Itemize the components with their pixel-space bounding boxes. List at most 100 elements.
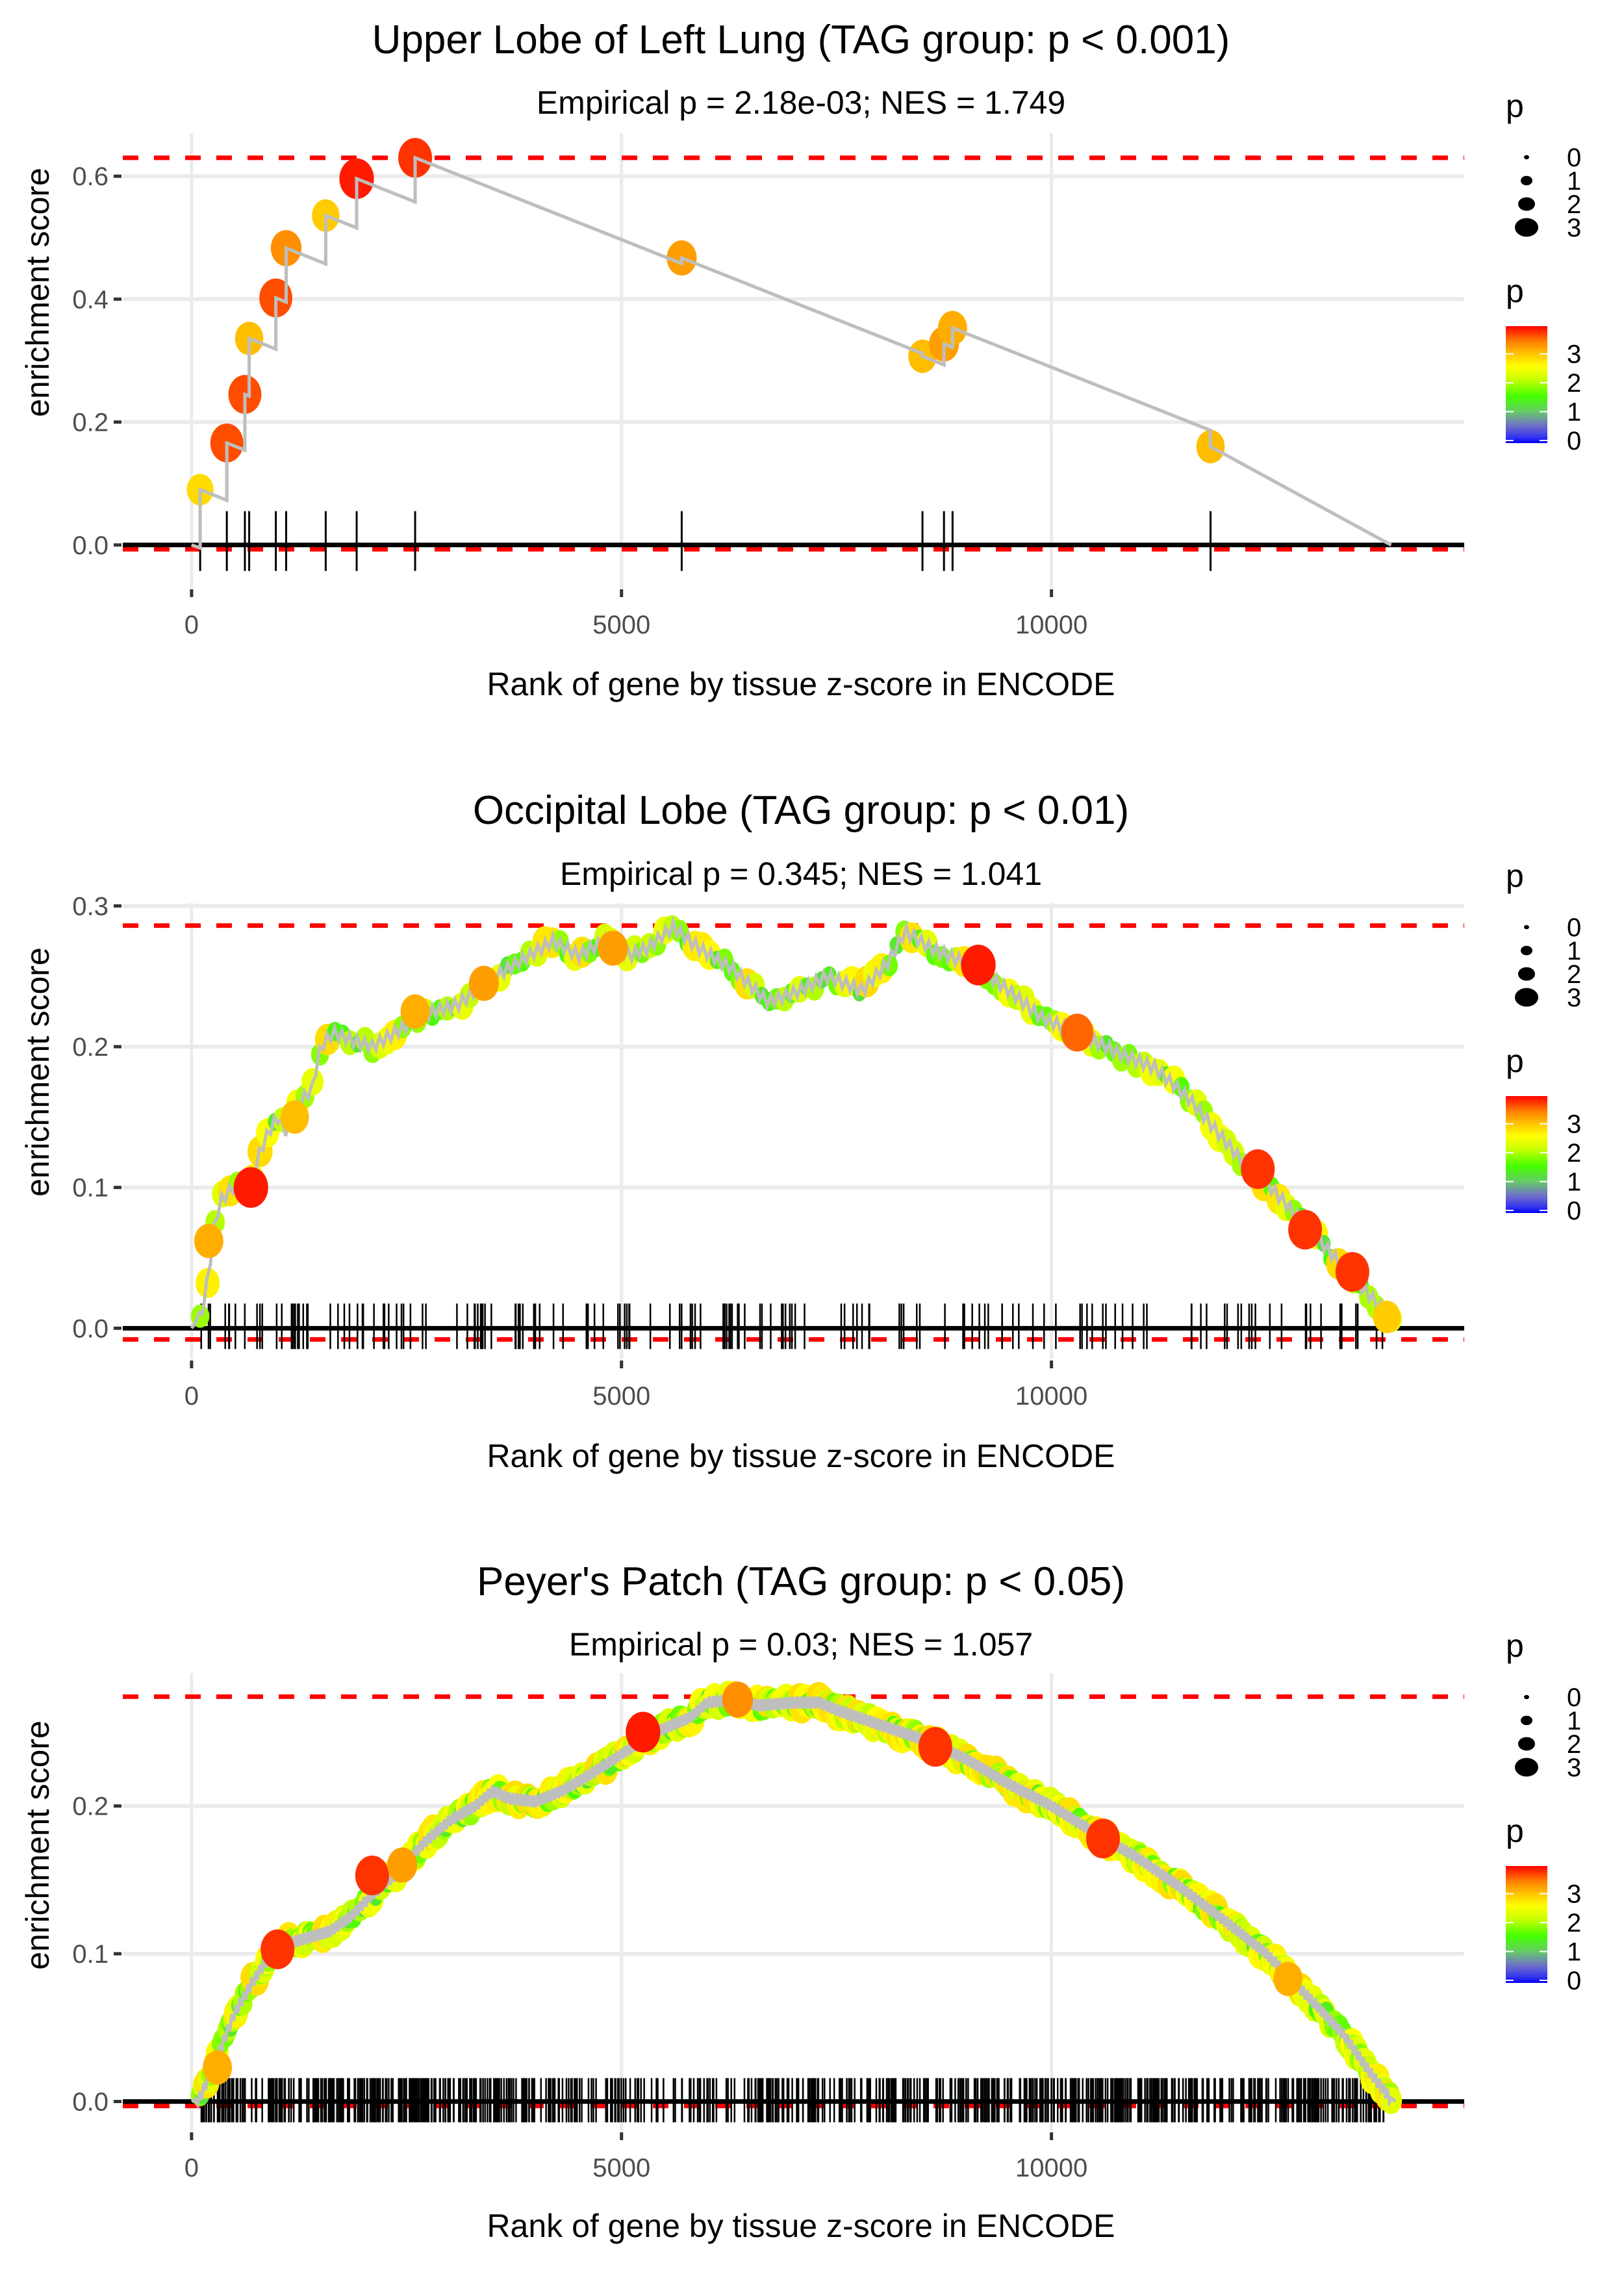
panel-1-x-tick-label: 5000 [592,611,650,639]
panel-2-subtitle: Empirical p = 0.345; NES = 1.041 [560,856,1042,892]
panel-3-legend-colorbar-label: 3 [1567,1880,1581,1909]
panel-3-y-axis-title: enrichment score [19,1720,56,1970]
panel-2-y-tick-label: 0.3 [72,892,108,921]
panel-3-plot: 0 5000 10000 0.0 0.1 0.2 [72,1673,1464,2182]
panel-3-high-p-point [387,1847,418,1883]
panel-1-y-axis-title: enrichment score [19,168,56,417]
panel-1-y-tick-label: 0.4 [72,285,108,314]
panel-3-high-p-point [918,1727,952,1767]
panel-3: Peyer's Patch (TAG group: p < 0.05) Empi… [19,1559,1581,2244]
panel-1-es-line [191,155,1392,551]
panel-3-legend-size-label: 1 [1567,1707,1581,1735]
panel-2-x-tick-label: 5000 [592,1382,650,1411]
panel-3-legend-colorbar-label: 0 [1567,1967,1581,1995]
panel-2-legend-colorbar-label: 0 [1567,1197,1581,1225]
panel-2: Occipital Lobe (TAG group: p < 0.01) Emp… [19,788,1581,1474]
panel-1-x-tick-label: 10000 [1015,611,1087,639]
panel-3-legend-size-label: 0 [1567,1683,1581,1712]
panel-1-legend-colorbar-label: 3 [1567,340,1581,369]
panel-2-high-p-point [1061,1014,1094,1052]
panel-2-y-axis-title: enrichment score [19,947,56,1197]
panel-1-y-tick-label: 0.0 [72,531,108,560]
panel-2-y-tick-label: 0.2 [72,1033,108,1062]
panel-2-high-p-point [194,1223,223,1258]
panel-2-high-p-point [961,945,996,986]
panel-1-plot: 0 5000 10000 0.0 0.2 0.4 0.6 [72,133,1464,639]
panel-2-hit-points [190,915,1402,1333]
panel-1: Upper Lobe of Left Lung (TAG group: p < … [19,18,1581,702]
panel-2-high-p-point [280,1100,309,1134]
panel-1-legend-size-label: 1 [1567,167,1581,196]
panel-2-legend-size-label: 1 [1567,937,1581,965]
panel-3-high-p-point [1086,1819,1121,1859]
panel-2-high-p-point [598,930,628,966]
panel-3-y-tick-label: 0.2 [72,1793,108,1821]
panel-3-legend-size-label: 2 [1567,1730,1581,1759]
panel-3-high-p-point [722,1681,754,1718]
panel-3-legend-colorbar-label: 1 [1567,1938,1581,1967]
panel-3-x-tick-label: 0 [184,2154,199,2182]
panel-1-legend-size-label: 2 [1567,190,1581,219]
panel-3-high-p-point [1273,1961,1303,1997]
panel-3-legend-color-title: p [1506,1813,1524,1849]
panel-3-legend-colorbar-label: 2 [1567,1909,1581,1937]
panel-2-legend-color-title: p [1506,1043,1524,1079]
panel-1-legend-colorbar-label: 1 [1567,398,1581,427]
panel-2-high-p-point [468,965,499,1001]
panel-2-legend-size-key [1524,925,1529,930]
panel-1-legend-size-label: 3 [1567,214,1581,242]
panel-3-legend-colorbar [1506,1866,1547,1983]
panel-2-legend-size-label: 0 [1567,913,1581,942]
panel-2-high-p-point [1335,1252,1369,1292]
panel-3-legend-size-key [1524,1694,1529,1700]
panel-1-title: Upper Lobe of Left Lung (TAG group: p < … [372,18,1230,62]
panel-1-legend-size-key [1515,218,1538,237]
panel-3-high-p-point [355,1855,389,1896]
panel-2-legend-size-key [1521,945,1532,956]
panel-3-legend-size-key [1518,1737,1535,1751]
panel-1-y-tick-label: 0.6 [72,162,108,191]
panel-1-x-axis-title: Rank of gene by tissue z-score in ENCODE [487,666,1115,702]
panel-1-subtitle: Empirical p = 2.18e-03; NES = 1.749 [537,84,1065,121]
panel-2-high-p-point [1288,1210,1323,1250]
panel-1-legend-size-label: 0 [1567,144,1581,172]
panel-2-legend-size-label: 3 [1567,984,1581,1012]
panel-2-legend-colorbar-label: 1 [1567,1168,1581,1197]
panel-3-x-tick-label: 5000 [592,2154,650,2182]
panel-2-plot: 0 5000 10000 0.0 0.1 0.2 0.3 [72,892,1464,1411]
panel-2-legend-size-title: p [1506,858,1524,894]
panel-3-high-p-point [260,1929,295,1969]
panel-2-legend-size-key [1518,967,1535,981]
panel-2-high-p-point [1241,1149,1275,1190]
panel-1-legend-colorbar-label: 2 [1567,369,1581,398]
panel-3-legend-size-key [1521,1715,1532,1726]
panel-3-legend-size-label: 3 [1567,1754,1581,1782]
panel-1-legend-size-title: p [1506,88,1524,124]
panel-2-legend-colorbar-label: 2 [1567,1139,1581,1168]
panel-3-subtitle: Empirical p = 0.03; NES = 1.057 [569,1626,1033,1663]
panel-3-x-tick-label: 10000 [1015,2154,1087,2182]
panel-2-y-tick-label: 0.0 [72,1314,108,1343]
panel-3-title: Peyer's Patch (TAG group: p < 0.05) [477,1559,1125,1604]
panel-3-high-p-point [203,2050,233,2085]
panel-1-legend-size-key [1524,155,1529,160]
panel-3-legend-size-key [1515,1757,1538,1777]
panel-1-y-tick-label: 0.2 [72,409,108,437]
panel-2-high-p-point [400,994,430,1029]
panel-1-legend-size-key [1521,175,1532,186]
panel-1-legend-size-key [1518,197,1535,211]
panel-1-legend-color-title: p [1506,273,1524,309]
panel-2-legend-size-key [1515,988,1538,1007]
panel-3-x-axis-title: Rank of gene by tissue z-score in ENCODE [487,2208,1115,2244]
panel-1-es-line-overlay [191,155,1392,551]
panel-2-x-tick-label: 10000 [1015,1382,1087,1411]
panel-2-legend-colorbar-label: 3 [1567,1110,1581,1139]
panel-2-title: Occipital Lobe (TAG group: p < 0.01) [473,788,1129,833]
panel-2-high-p-point [233,1167,268,1208]
panel-1-x-tick-label: 0 [184,611,199,639]
panel-2-es-line [190,915,1397,1329]
panel-1-legend-colorbar-label: 0 [1567,427,1581,455]
